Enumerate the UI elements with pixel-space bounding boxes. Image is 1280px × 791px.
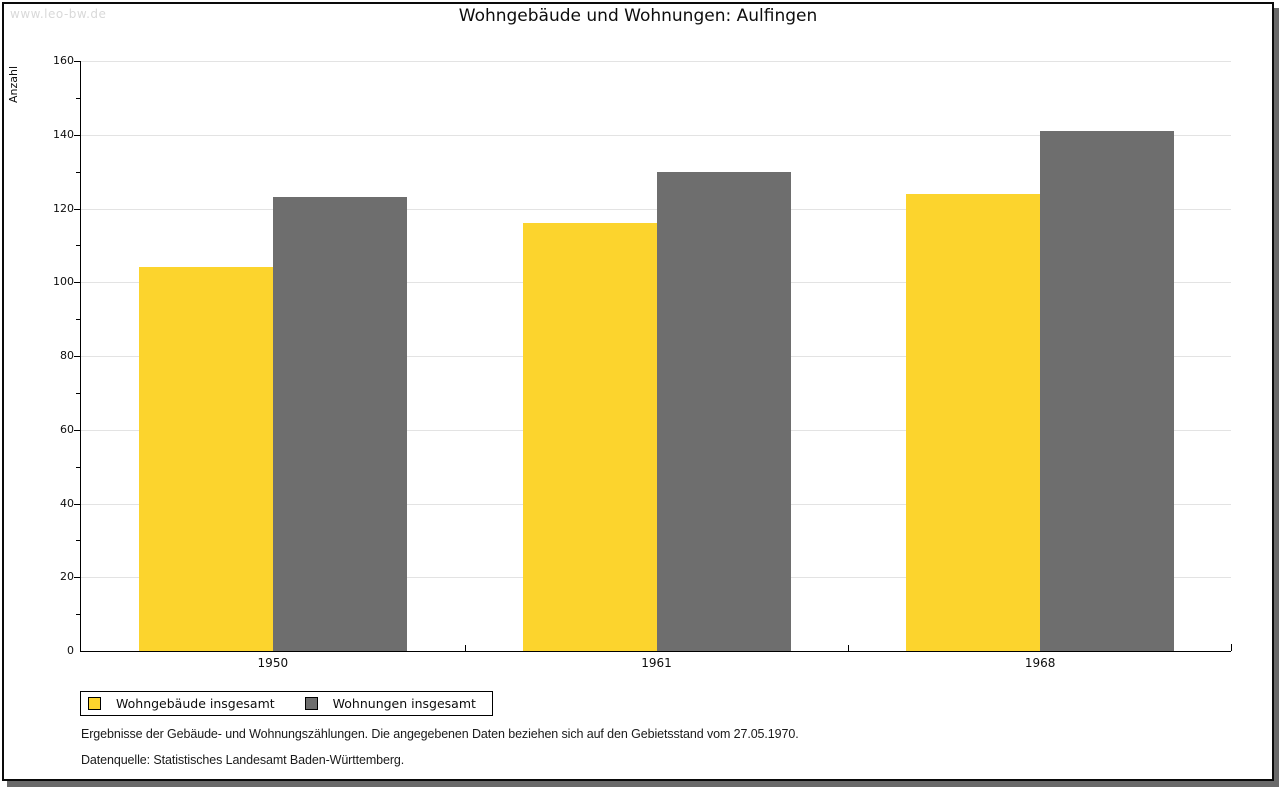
- y-major-tick: [74, 282, 81, 284]
- y-tick-label: 80: [60, 349, 74, 362]
- footnote-line2: Datenquelle: Statistisches Landesamt Bad…: [81, 753, 405, 767]
- y-major-tick: [74, 208, 81, 210]
- y-tick-label: 120: [53, 201, 74, 215]
- legend-item-label: Wohnungen insgesamt: [332, 696, 476, 711]
- y-tick-label: 140: [53, 127, 74, 141]
- x-axis-label: 1968: [1024, 656, 1056, 670]
- watermark: www.leo-bw.de: [10, 7, 107, 21]
- x-axis-end-tick: [1231, 644, 1232, 651]
- legend-item: Wohnungen insgesamt: [304, 696, 476, 711]
- y-tick-label: 100: [53, 275, 74, 289]
- gridline: [81, 134, 1231, 136]
- page-title: Wohngebäude und Wohnungen: Aulfingen: [458, 6, 818, 26]
- y-major-tick: [74, 356, 81, 357]
- y-major-tick: [74, 503, 81, 505]
- bar-s2-1968: [1040, 131, 1175, 651]
- bar-s2-1950: [272, 197, 407, 651]
- gridline: [81, 61, 1231, 62]
- footnote-line1: Ergebnisse der Gebäude- und Wohnungszähl…: [81, 727, 799, 741]
- legend-swatch-icon: [304, 697, 318, 710]
- y-tick-label: 40: [60, 496, 74, 510]
- y-major-tick: [74, 429, 81, 431]
- x-category-tick: [464, 645, 466, 651]
- y-tick-label: 0: [67, 644, 74, 657]
- legend-swatch-icon: [88, 697, 101, 710]
- y-minor-tick: [76, 245, 81, 247]
- y-minor-tick: [76, 171, 81, 173]
- y-tick-label: 160: [53, 54, 74, 67]
- legend-item: Wohngebäude insgesamt: [88, 696, 275, 711]
- y-tick-label: 60: [60, 422, 74, 436]
- y-minor-tick: [76, 466, 81, 468]
- y-minor-tick: [76, 540, 81, 542]
- bar-s1-1950: [138, 267, 273, 651]
- chart-panel: www.leo-bw.de Wohngebäude und Wohnungen:…: [2, 2, 1274, 781]
- x-axis-label: 1961: [641, 656, 672, 670]
- y-minor-tick: [76, 392, 81, 394]
- y-major-tick: [74, 61, 81, 62]
- y-tick-label: 20: [60, 570, 74, 584]
- plot-area: 0 20 40 60 80 100 120 140 160 1950 1961 1968: [53, 54, 1232, 670]
- bar-s1-1961: [522, 223, 657, 651]
- y-minor-tick: [76, 319, 81, 321]
- x-category-tick: [848, 645, 850, 651]
- legend: Wohngebäude insgesamt Wohnungen insgesamt: [80, 691, 493, 716]
- y-major-tick: [74, 134, 81, 136]
- y-major-tick: [74, 577, 81, 579]
- bar-s1-1968: [906, 194, 1041, 651]
- x-axis-label: 1950: [257, 656, 289, 670]
- legend-item-label: Wohngebäude insgesamt: [116, 696, 275, 711]
- y-minor-tick: [76, 97, 81, 99]
- gridline: [81, 208, 1231, 210]
- bar-s2-1961: [656, 172, 791, 651]
- y-axis-title: Anzahl: [7, 65, 20, 103]
- y-minor-tick: [76, 614, 81, 616]
